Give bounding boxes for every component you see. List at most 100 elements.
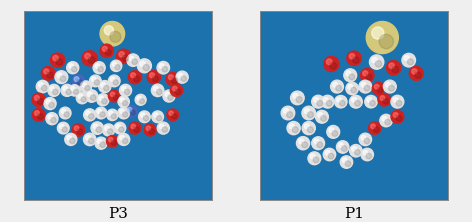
Circle shape	[372, 27, 384, 39]
Circle shape	[110, 92, 115, 97]
Circle shape	[135, 94, 146, 105]
Circle shape	[308, 152, 321, 165]
Circle shape	[349, 54, 355, 59]
Circle shape	[59, 124, 64, 129]
Circle shape	[353, 57, 359, 63]
Circle shape	[382, 116, 387, 121]
Circle shape	[352, 97, 356, 102]
Circle shape	[82, 51, 97, 66]
Circle shape	[37, 114, 43, 119]
Circle shape	[374, 84, 379, 89]
Circle shape	[346, 71, 351, 76]
Circle shape	[132, 59, 137, 65]
Circle shape	[170, 84, 183, 97]
Circle shape	[32, 109, 45, 121]
Circle shape	[87, 92, 92, 97]
Circle shape	[152, 111, 163, 123]
Circle shape	[156, 89, 162, 95]
Circle shape	[323, 97, 328, 102]
Circle shape	[169, 75, 173, 80]
Circle shape	[175, 89, 181, 95]
Circle shape	[378, 93, 390, 106]
Circle shape	[396, 100, 402, 106]
Circle shape	[62, 127, 67, 132]
Circle shape	[287, 121, 300, 135]
Circle shape	[48, 115, 52, 119]
Circle shape	[46, 100, 51, 104]
Circle shape	[63, 86, 67, 91]
Circle shape	[74, 126, 79, 131]
Circle shape	[137, 59, 152, 73]
Circle shape	[95, 107, 107, 119]
Circle shape	[57, 73, 62, 78]
Circle shape	[85, 85, 90, 91]
Circle shape	[53, 56, 59, 61]
Circle shape	[412, 69, 417, 74]
Circle shape	[101, 99, 107, 104]
Circle shape	[143, 116, 149, 121]
Circle shape	[281, 106, 295, 120]
Circle shape	[99, 96, 103, 100]
Circle shape	[387, 61, 401, 75]
Circle shape	[78, 94, 83, 99]
Circle shape	[162, 127, 168, 132]
Circle shape	[362, 71, 368, 76]
Circle shape	[361, 135, 366, 140]
Circle shape	[118, 96, 129, 107]
Circle shape	[96, 127, 101, 133]
Circle shape	[402, 53, 415, 67]
Circle shape	[152, 84, 164, 97]
Circle shape	[77, 129, 83, 134]
Text: P1: P1	[344, 207, 364, 221]
Circle shape	[372, 57, 377, 63]
Circle shape	[143, 64, 149, 71]
Circle shape	[354, 100, 361, 106]
Circle shape	[118, 107, 129, 119]
Circle shape	[344, 69, 357, 82]
Circle shape	[350, 145, 362, 157]
Circle shape	[82, 83, 86, 87]
Circle shape	[69, 64, 73, 68]
Circle shape	[407, 59, 413, 65]
Circle shape	[365, 95, 377, 108]
Circle shape	[333, 82, 337, 87]
Circle shape	[105, 50, 111, 55]
Circle shape	[80, 81, 92, 92]
Circle shape	[307, 112, 313, 118]
Circle shape	[130, 110, 135, 115]
Circle shape	[366, 153, 371, 159]
Circle shape	[361, 68, 374, 82]
Circle shape	[326, 100, 332, 106]
Circle shape	[367, 97, 371, 102]
Circle shape	[392, 66, 399, 73]
Circle shape	[361, 82, 366, 87]
Circle shape	[409, 66, 423, 80]
Circle shape	[289, 124, 294, 129]
Circle shape	[111, 140, 117, 145]
Circle shape	[361, 148, 373, 161]
Circle shape	[112, 62, 117, 66]
Circle shape	[313, 157, 319, 163]
Circle shape	[168, 95, 173, 100]
Circle shape	[122, 55, 129, 61]
Circle shape	[126, 105, 137, 117]
Circle shape	[140, 99, 144, 104]
Circle shape	[380, 96, 385, 100]
Circle shape	[310, 154, 315, 159]
Circle shape	[65, 133, 77, 145]
Circle shape	[84, 53, 91, 59]
Circle shape	[332, 131, 338, 136]
Circle shape	[172, 86, 177, 91]
Circle shape	[61, 84, 73, 96]
Circle shape	[336, 85, 342, 91]
Circle shape	[123, 112, 128, 117]
Circle shape	[366, 22, 398, 54]
Circle shape	[37, 99, 43, 104]
Circle shape	[166, 72, 179, 86]
Circle shape	[150, 73, 154, 78]
Circle shape	[149, 129, 154, 134]
Circle shape	[292, 127, 298, 133]
Circle shape	[383, 99, 388, 104]
Circle shape	[296, 97, 302, 103]
Circle shape	[157, 122, 169, 134]
